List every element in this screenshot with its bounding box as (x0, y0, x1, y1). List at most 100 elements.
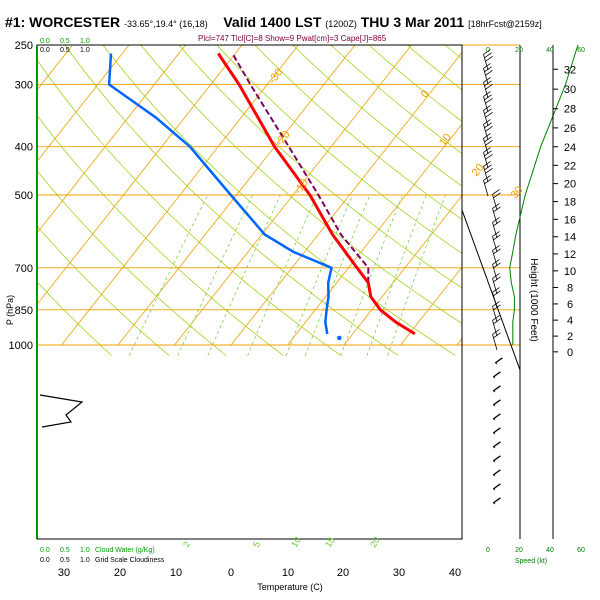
wind-barb (492, 441, 501, 449)
wind-barb-flag (493, 206, 501, 213)
bottom-grid-cloud-tick: 0.0 (40, 557, 50, 564)
isotherm-label: -20 (274, 129, 293, 149)
wind-barb-flag (493, 318, 501, 325)
wind-barb-flag (483, 147, 491, 153)
wind-barb-flag (492, 441, 501, 448)
wind-barb-flag (493, 497, 501, 504)
wind-barb-flag (483, 161, 491, 167)
y-axis-label: P (hPa) (5, 295, 15, 325)
bottom-cloud-water-tick: 0.0 (40, 547, 50, 554)
dry-adiabat-line (254, 45, 462, 220)
pressure-tick-label: 500 (15, 190, 33, 202)
dry-adiabat-line (37, 281, 112, 356)
wind-barb-flag (484, 108, 492, 115)
dewpoint-line (107, 53, 333, 335)
grid-cloud-label: Grid Scale Cloudiness (95, 557, 165, 564)
wind-barb-flag (484, 80, 492, 87)
height-tick-label: 32 (564, 64, 576, 76)
wind-barb-staff (492, 292, 498, 309)
wind-barb-flag (485, 111, 493, 118)
bottom-grid-cloud-tick: 0.5 (60, 557, 70, 564)
wind-barb (483, 119, 493, 141)
x-tick-label: 10 (282, 567, 294, 579)
mixing-ratio-line (285, 194, 353, 356)
top-grid-cloud-tick: 1.0 (80, 47, 90, 54)
wind-barb-flag (483, 77, 491, 83)
dry-adiabat-line (140, 45, 462, 324)
isotherm-line (37, 45, 74, 91)
wind-barb-staff (483, 166, 489, 183)
wind-barb-flag (492, 483, 501, 490)
wind-barb-flag (492, 189, 500, 195)
grid-layer (36, 44, 521, 540)
wind-barb-flag (484, 164, 492, 171)
pressure-tick-label: 850 (15, 305, 33, 317)
wind-barb (483, 175, 492, 197)
wind-barb-flag (483, 119, 491, 125)
height-tick-label: 16 (564, 214, 576, 226)
wind-barb-flag (484, 178, 492, 185)
wind-barb-flag (485, 125, 493, 132)
mixing-ratio-line (340, 194, 403, 356)
mixing-ratio-line (207, 194, 281, 356)
wind-barb-staff (492, 222, 498, 239)
wind-barb-flag (492, 427, 501, 434)
bottom-cloud-water-tick: 0.5 (60, 547, 70, 554)
dry-adiabat-line (37, 114, 284, 356)
station-coords: -33.65°,19.4° (16,18) (124, 19, 208, 29)
isotherm-line (343, 194, 462, 346)
wind-barb-flag (484, 94, 492, 101)
wind-barb (483, 63, 493, 85)
dry-adiabat-line (178, 45, 462, 289)
height-tick-label: 22 (564, 160, 576, 172)
wind-barb-flag (485, 83, 493, 90)
isotherm-label: 20 (470, 162, 487, 179)
wind-barb (492, 413, 501, 421)
wind-barb-flag (492, 413, 501, 420)
station-name: #1: WORCESTER (5, 14, 121, 30)
wind-barb-staff (483, 152, 489, 169)
wind-barb-flag (493, 234, 501, 241)
parcel-trace-line (231, 52, 370, 283)
wind-barb-flag (492, 231, 500, 237)
mixing-ratio-label: 20 (368, 535, 382, 549)
wind-barb (492, 371, 501, 379)
wind-barb-staff (483, 68, 489, 85)
wind-barb (483, 77, 493, 99)
wind-barb-flag (495, 357, 503, 364)
wind-barb-flag (492, 273, 500, 279)
dry-adiabat-line (330, 45, 462, 154)
wind-barb-flag (492, 497, 501, 504)
pressure-tick-label: 300 (15, 79, 33, 91)
wind-barb-flag (484, 150, 492, 157)
wind-barb (483, 161, 493, 183)
height-tick-label: 2 (567, 331, 573, 343)
wind-barb-flag (493, 441, 501, 448)
mixing-ratio-line (128, 194, 209, 356)
x-tick-label: 40 (449, 567, 461, 579)
wind-barb-flag (484, 66, 492, 73)
dry-adiabat-line (64, 45, 399, 356)
bottom-wind-speed-tick: 40 (546, 547, 554, 554)
height-tick-label: 0 (567, 347, 573, 359)
wind-barb-flag (493, 276, 501, 283)
wind-barb (483, 49, 493, 71)
isotherm-line (37, 45, 130, 163)
top-cloud-water-tick: 0.0 (40, 38, 50, 45)
mixing-ratio-line (366, 194, 427, 356)
wind-barb-flag (493, 455, 501, 462)
wind-barb (492, 245, 501, 267)
wind-barb-staff (483, 180, 489, 197)
wind-barb-flag (483, 105, 491, 111)
wind-barb-flag (493, 427, 501, 434)
mixing-ratio-label: 5 (251, 540, 262, 549)
wind-barb (494, 357, 503, 365)
mixing-ratio-line (387, 194, 446, 356)
x-axis-label: Temperature (C) (257, 582, 323, 592)
dry-adiabat-line (37, 225, 170, 356)
wind-barb (483, 105, 493, 127)
top-cloud-water-tick: 1.0 (80, 38, 90, 45)
wind-barb-staff (492, 236, 498, 253)
height-tick-label: 30 (564, 84, 576, 96)
wind-barb-staff (483, 54, 489, 71)
